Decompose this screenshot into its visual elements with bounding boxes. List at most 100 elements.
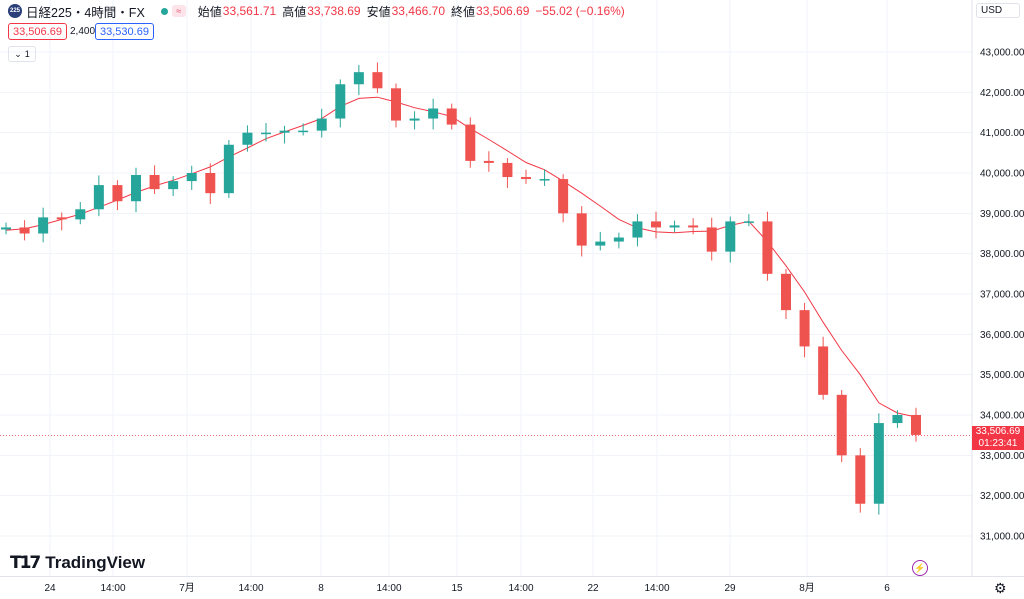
high-value: 33,738.69	[307, 4, 361, 18]
candle	[56, 212, 67, 231]
price-tick-label: 43,000.00	[980, 48, 1024, 59]
time-tick-label: 14:00	[376, 583, 401, 594]
tradingview-logo-text: TradingView	[45, 553, 146, 572]
candle	[353, 64, 364, 96]
close-value: 33,506.69	[476, 4, 530, 18]
symbol-logo: 225	[8, 4, 22, 18]
candle	[799, 302, 810, 358]
candle	[149, 165, 160, 194]
candle	[1, 222, 11, 235]
candle	[873, 413, 884, 515]
last-price-label: 33,506.69 01:23:41	[972, 426, 1024, 450]
price-tick-label: 32,000.00	[980, 491, 1024, 502]
candle	[75, 202, 86, 225]
candle	[855, 448, 866, 513]
price-tick-label: 33,000.00	[980, 451, 1024, 462]
chevron-down-icon: ⌄	[14, 48, 22, 59]
market-open-icon[interactable]	[160, 7, 168, 15]
open-label: 始値	[197, 4, 222, 19]
candle	[818, 336, 829, 400]
lightning-icon[interactable]: ⚡	[912, 560, 928, 576]
time-tick-label: 7月	[179, 582, 195, 594]
price-tick-label: 37,000.00	[980, 290, 1024, 301]
indicator-count: 1	[24, 49, 30, 59]
candles	[1, 62, 921, 515]
time-tick-label: 24	[44, 583, 56, 594]
price-tick-label: 39,000.00	[980, 209, 1024, 220]
open-value: 33,561.71	[222, 4, 277, 18]
change-value: −55.02 (−0.16%)	[535, 4, 625, 18]
candle	[595, 231, 606, 251]
time-tick-label: 29	[724, 583, 736, 594]
gear-icon[interactable]: ⚙	[994, 580, 1007, 596]
currency-selector[interactable]: USD	[976, 3, 1020, 18]
time-tick-label: 8月	[799, 582, 815, 594]
time-tick-label: 14:00	[644, 583, 669, 594]
price-axis[interactable]: 31,000.00 32,000.00 33,000.00 34,000.00 35,0…	[980, 48, 1024, 543]
low-label: 安値	[366, 4, 391, 19]
candle	[743, 214, 754, 227]
indicator-collapse-button[interactable]: ⌄ 1	[8, 46, 36, 62]
time-tick-label: 14:00	[238, 583, 263, 594]
time-tick-label: 8	[318, 583, 324, 594]
candle	[242, 125, 253, 152]
price-tick-label: 31,000.00	[980, 532, 1024, 543]
time-axis[interactable]: 24 14:00 7月 14:00 8 14:00 15 14:00 22 14:00 29 8月 6	[44, 582, 890, 594]
candle	[93, 175, 104, 217]
time-tick-label: 6	[884, 583, 890, 594]
candle	[502, 158, 513, 188]
candle	[892, 410, 903, 428]
symbol-name[interactable]: 日経225・4時間・FX	[26, 5, 145, 20]
last-price-value: 33,506.69	[975, 426, 1021, 437]
candle	[651, 211, 661, 239]
candle	[372, 62, 383, 94]
candle	[725, 216, 736, 263]
candle	[706, 217, 717, 261]
candle	[223, 139, 234, 199]
time-tick-label: 14:00	[100, 583, 125, 594]
candle	[131, 167, 141, 213]
price-tick-label: 40,000.00	[980, 169, 1024, 180]
price-tick-label: 35,000.00	[980, 370, 1024, 381]
price-tick-label: 41,000.00	[980, 128, 1024, 139]
tradingview-mark-icon: 𝗧𝟭𝟳	[10, 553, 41, 572]
candle	[688, 218, 699, 235]
price-tick-label: 34,000.00	[980, 411, 1024, 422]
candle	[539, 169, 550, 186]
moving-average-line	[5, 96, 917, 418]
candle	[409, 111, 420, 130]
tradingview-logo[interactable]: 𝗧𝟭𝟳 TradingView	[10, 553, 145, 573]
chart-header: 225 日経225・4時間・FX ≈ 始値 33,561.71 高値 33,73…	[8, 3, 631, 20]
sell-price-button[interactable]: 33,506.69	[8, 23, 67, 40]
candle	[669, 220, 680, 233]
session-icon[interactable]: ≈	[171, 5, 186, 17]
candle	[762, 211, 773, 281]
candle	[316, 108, 327, 138]
price-tick-label: 38,000.00	[980, 249, 1024, 260]
spread-value: 2,400	[70, 26, 96, 37]
candle	[205, 163, 216, 205]
candle	[521, 169, 531, 184]
candle	[465, 117, 476, 168]
candle	[298, 123, 309, 136]
candle	[911, 407, 921, 442]
candle	[279, 125, 290, 144]
candle	[261, 122, 271, 142]
candle	[168, 176, 179, 196]
grid-lines	[0, 0, 972, 576]
close-label: 終値	[451, 4, 476, 19]
time-tick-label: 15	[451, 583, 463, 594]
time-tick-label: 22	[587, 583, 599, 594]
candle	[632, 214, 643, 247]
candle	[38, 207, 49, 243]
currency-label: USD	[981, 5, 1003, 16]
price-tick-label: 42,000.00	[980, 88, 1024, 99]
countdown-timer: 01:23:41	[978, 438, 1018, 449]
buy-price-button[interactable]: 33,530.69	[95, 23, 154, 40]
candle	[446, 103, 457, 130]
candle	[335, 79, 346, 128]
candle	[186, 165, 197, 190]
candle	[483, 151, 494, 172]
time-tick-label: 14:00	[508, 583, 533, 594]
